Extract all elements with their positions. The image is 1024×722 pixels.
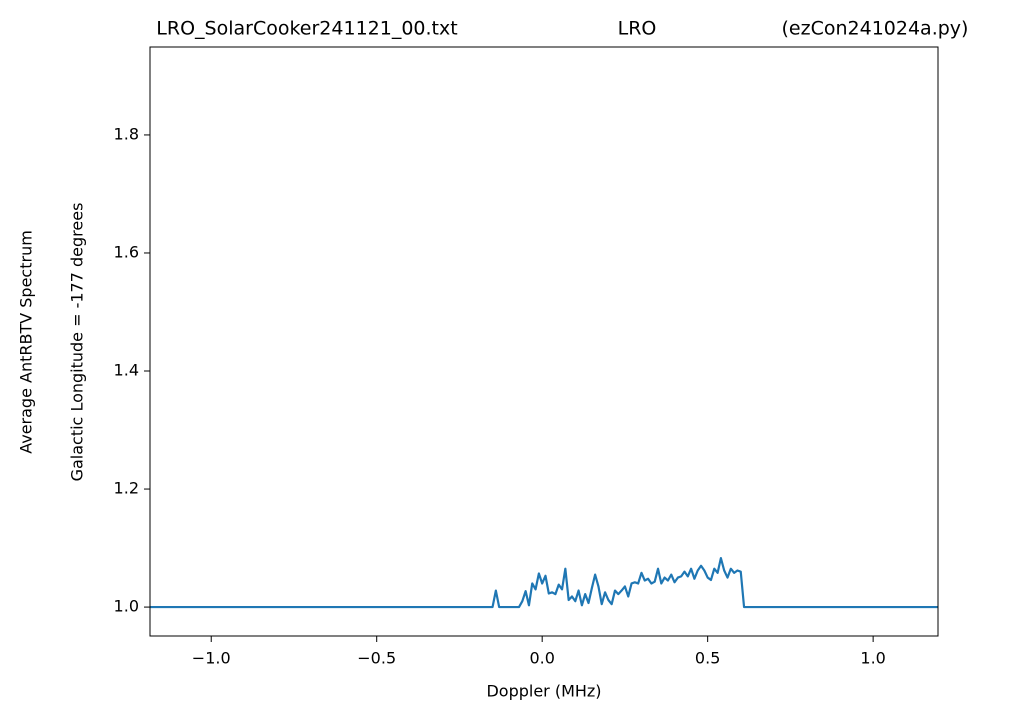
x-tick-label: 0.0 bbox=[529, 649, 554, 668]
y-tick-label: 1.0 bbox=[114, 597, 139, 616]
plot-frame bbox=[149, 46, 939, 637]
y-axis-label: Galactic Longitude = -177 degrees bbox=[68, 203, 87, 482]
x-tick-label: 0.5 bbox=[695, 649, 720, 668]
x-tick-label: −0.5 bbox=[357, 649, 396, 668]
x-tick-label: −1.0 bbox=[192, 649, 231, 668]
title-program: (ezCon241024a.py) bbox=[782, 18, 969, 40]
title-site: LRO bbox=[618, 18, 657, 40]
y-axis-label: Average AntRBTV Spectrum bbox=[17, 230, 36, 454]
title-file: LRO_SolarCooker241121_00.txt bbox=[156, 18, 457, 40]
data-line bbox=[150, 557, 938, 609]
x-tick-label: 1.0 bbox=[860, 649, 885, 668]
y-tick-label: 1.2 bbox=[114, 479, 139, 498]
y-tick-label: 1.6 bbox=[114, 242, 139, 261]
y-tick-label: 1.4 bbox=[114, 361, 139, 380]
y-tick-label: 1.8 bbox=[114, 124, 139, 143]
x-axis-label: Doppler (MHz) bbox=[486, 682, 601, 701]
